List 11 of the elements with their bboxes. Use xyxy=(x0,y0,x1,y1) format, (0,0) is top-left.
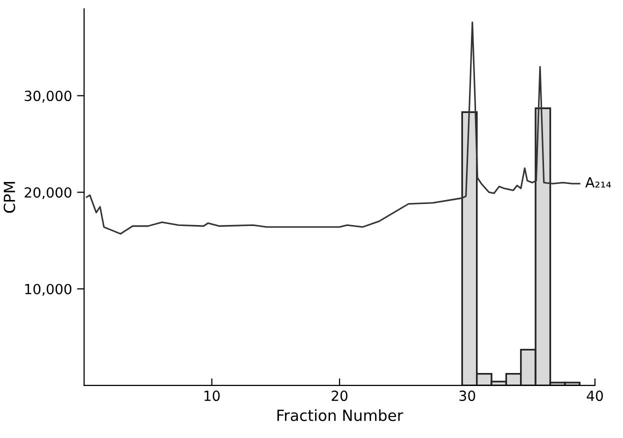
x-axis-title: Fraction Number xyxy=(277,409,404,422)
series-label: A₂₁₄ xyxy=(585,177,611,188)
x-tick-label: 30 xyxy=(459,390,476,402)
x-tick-label: 10 xyxy=(204,390,220,402)
y-tick-label: 30,000 xyxy=(24,90,72,103)
x-tick-label: 20 xyxy=(332,390,348,402)
x-tick-label: 40 xyxy=(586,390,603,402)
y-tick-label: 10,000 xyxy=(25,284,72,296)
line-series xyxy=(86,22,580,235)
y-axis-title: CPM xyxy=(4,182,16,213)
y-tick-label: 20,000 xyxy=(24,187,72,200)
